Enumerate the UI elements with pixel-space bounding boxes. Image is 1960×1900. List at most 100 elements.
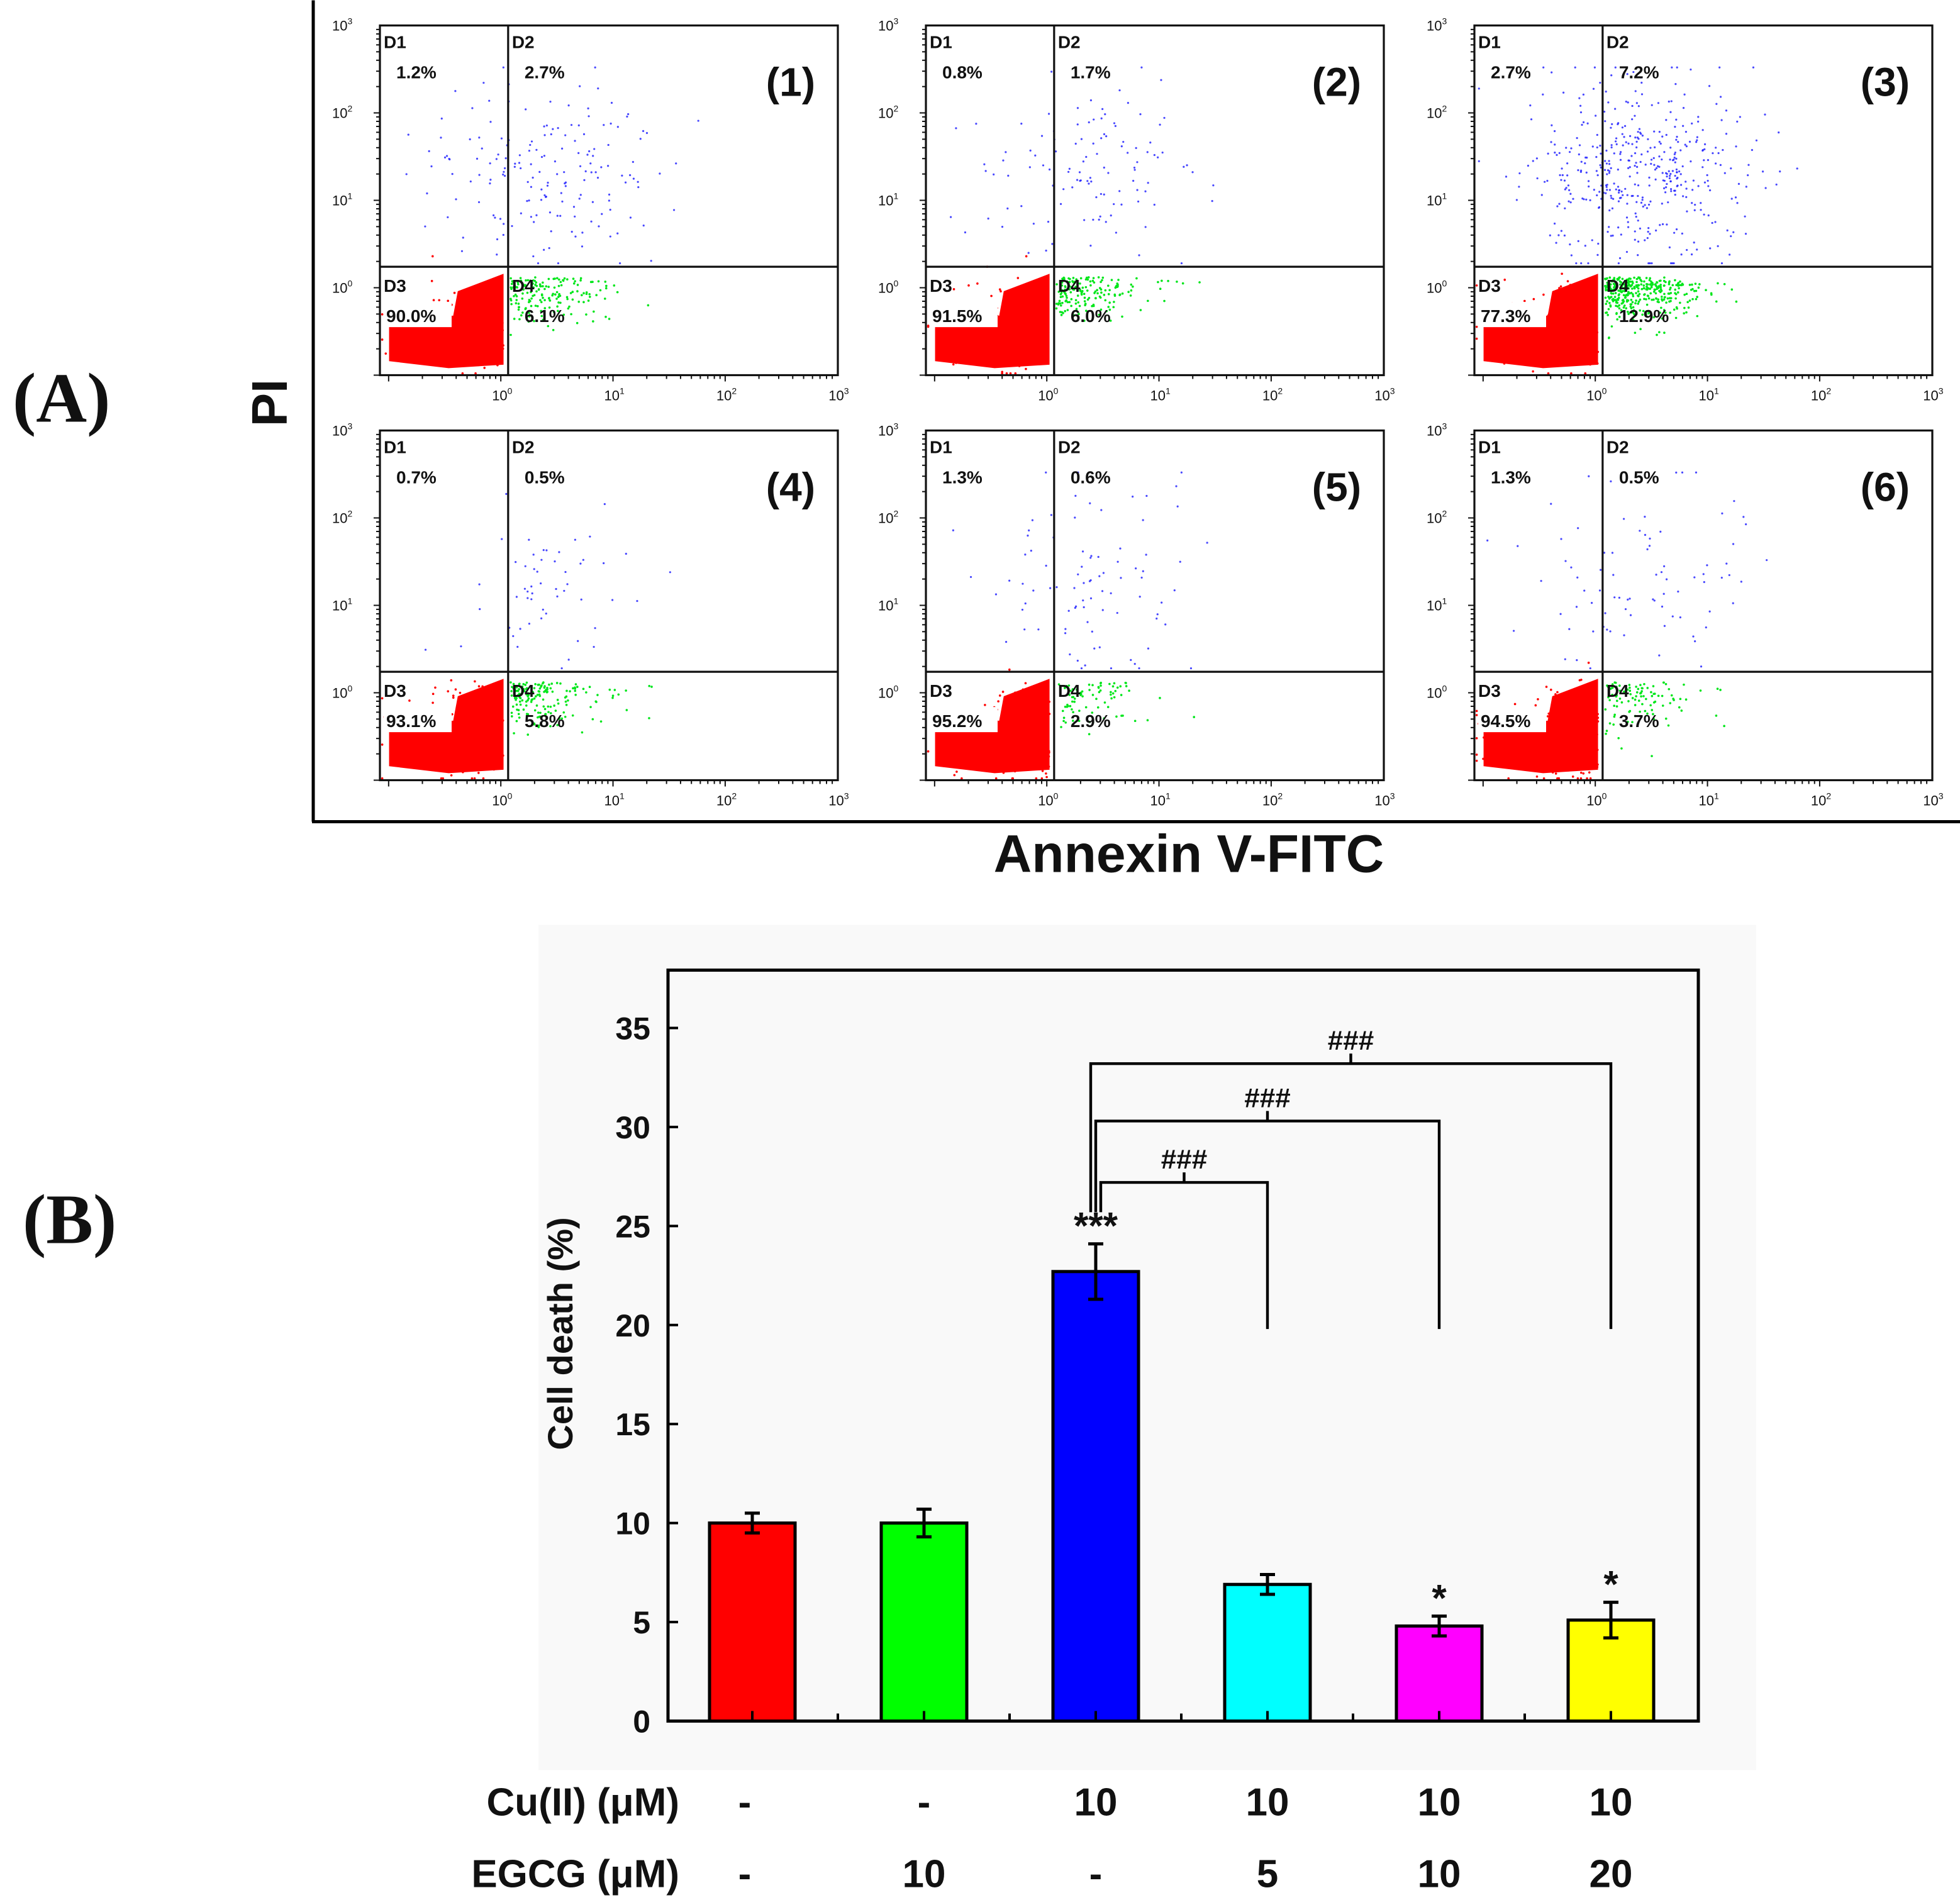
necrotic-cell-dot bbox=[1751, 148, 1753, 152]
apoptotic-cell-dot bbox=[1634, 698, 1637, 701]
live-cell-dot bbox=[1011, 354, 1014, 357]
live-cell-dot bbox=[1550, 329, 1553, 332]
live-cell-dot bbox=[1593, 311, 1596, 314]
necrotic-cell-dot bbox=[546, 184, 549, 187]
live-cell-dot bbox=[484, 360, 486, 363]
tick-exponent: 2 bbox=[732, 791, 737, 801]
necrotic-cell-dot bbox=[1505, 175, 1508, 178]
necrotic-cell-dot bbox=[1629, 175, 1631, 178]
apoptotic-cell-dot bbox=[1640, 287, 1644, 291]
apoptotic-cell-dot bbox=[540, 293, 543, 296]
apoptotic-cell-dot bbox=[1643, 293, 1646, 296]
live-cell-dot bbox=[1576, 310, 1579, 313]
apoptotic-cell-dot bbox=[585, 691, 587, 694]
apoptotic-cell-dot bbox=[1635, 299, 1637, 302]
apoptotic-cell-dot bbox=[591, 718, 594, 721]
live-cell-dot bbox=[1523, 299, 1526, 303]
apoptotic-cell-dot bbox=[1678, 706, 1681, 709]
live-cell-dot bbox=[454, 733, 457, 736]
live-cell-dot bbox=[1574, 746, 1578, 749]
apoptotic-cell-dot bbox=[549, 687, 552, 690]
live-cell-dot bbox=[1525, 339, 1528, 342]
apoptotic-cell-dot bbox=[559, 301, 562, 304]
live-cell-dot bbox=[475, 765, 478, 768]
live-cell-dot bbox=[496, 723, 498, 726]
apoptotic-cell-dot bbox=[594, 700, 598, 703]
necrotic-cell-dot bbox=[424, 648, 427, 651]
apoptotic-cell-dot bbox=[1625, 294, 1628, 296]
live-cell-dot bbox=[474, 294, 477, 297]
apoptotic-cell-dot bbox=[510, 694, 513, 697]
apoptotic-cell-dot bbox=[540, 314, 543, 318]
necrotic-cell-dot bbox=[1700, 209, 1702, 211]
necrotic-cell-dot bbox=[1592, 630, 1595, 633]
live-cell-dot bbox=[1567, 734, 1571, 736]
apoptotic-cell-dot bbox=[1695, 297, 1698, 301]
tick-exponent: 0 bbox=[347, 279, 352, 289]
live-cell-dot bbox=[1013, 319, 1016, 322]
live-cell-dot bbox=[1010, 728, 1013, 731]
flow-panel-6: 100100101101102102103103D11.3%D20.5%D394… bbox=[1427, 421, 1944, 809]
live-cell-dot bbox=[487, 755, 489, 757]
live-cell-dot bbox=[468, 724, 471, 727]
apoptotic-cell-dot bbox=[545, 285, 548, 288]
live-cell-dot bbox=[1005, 304, 1008, 307]
tick-exponent: 0 bbox=[347, 684, 352, 694]
apoptotic-cell-dot bbox=[1613, 704, 1615, 708]
necrotic-cell-dot bbox=[1567, 184, 1570, 187]
apoptotic-cell-dot bbox=[511, 705, 515, 708]
live-cell-dot bbox=[1029, 332, 1032, 335]
live-cell-dot bbox=[1542, 777, 1545, 780]
live-cell-dot bbox=[487, 738, 489, 740]
apoptotic-cell-dot bbox=[570, 313, 572, 316]
live-cell-dot bbox=[996, 767, 999, 769]
live-cell-dot bbox=[1001, 726, 1005, 729]
necrotic-cell-dot bbox=[1673, 153, 1676, 155]
quadrant-percent-d2: 0.6% bbox=[1071, 468, 1111, 487]
live-cell-dot bbox=[381, 697, 384, 700]
live-cell-dot bbox=[486, 294, 489, 297]
live-cell-dot bbox=[1045, 316, 1048, 319]
necrotic-cell-dot bbox=[1775, 183, 1778, 186]
live-cell-dot bbox=[493, 330, 496, 332]
live-cell-dot bbox=[966, 339, 968, 342]
apoptotic-cell-dot bbox=[509, 277, 512, 280]
live-cell-dot bbox=[482, 747, 484, 750]
live-cell-dot bbox=[1034, 701, 1037, 703]
apoptotic-cell-dot bbox=[528, 311, 530, 314]
necrotic-cell-dot bbox=[1161, 151, 1164, 154]
apoptotic-cell-dot bbox=[1061, 277, 1064, 280]
live-cell-dot bbox=[1532, 370, 1534, 373]
live-cell-dot bbox=[1569, 284, 1572, 286]
live-cell-dot bbox=[1565, 754, 1567, 757]
live-cell-dot bbox=[454, 331, 456, 334]
apoptotic-cell-dot bbox=[589, 706, 592, 708]
live-cell-dot bbox=[1568, 326, 1571, 329]
live-cell-dot bbox=[1010, 734, 1013, 737]
necrotic-cell-dot bbox=[1133, 663, 1136, 665]
apoptotic-cell-dot bbox=[1664, 281, 1667, 284]
live-cell-dot bbox=[450, 338, 454, 340]
apoptotic-cell-dot bbox=[1613, 681, 1616, 684]
apoptotic-cell-dot bbox=[1077, 301, 1079, 304]
live-cell-dot bbox=[1578, 284, 1581, 287]
live-cell-dot bbox=[990, 294, 993, 297]
necrotic-cell-dot bbox=[1002, 159, 1005, 162]
necrotic-cell-dot bbox=[1005, 151, 1007, 153]
necrotic-cell-dot bbox=[1629, 597, 1631, 600]
apoptotic-cell-dot bbox=[1628, 711, 1630, 713]
necrotic-cell-dot bbox=[503, 223, 505, 225]
live-cell-dot bbox=[474, 716, 477, 719]
apoptotic-cell-dot bbox=[1608, 286, 1612, 288]
apoptotic-cell-dot bbox=[530, 304, 533, 308]
tick-base: 10 bbox=[828, 388, 844, 404]
necrotic-cell-dot bbox=[1613, 596, 1616, 599]
live-cell-dot bbox=[1576, 326, 1579, 329]
live-cell-dot bbox=[1027, 752, 1030, 755]
y-tick-label: 5 bbox=[633, 1605, 650, 1640]
necrotic-cell-dot bbox=[1682, 107, 1685, 109]
apoptotic-cell-dot bbox=[521, 685, 524, 688]
necrotic-cell-dot bbox=[629, 174, 632, 177]
apoptotic-cell-dot bbox=[1656, 333, 1658, 336]
necrotic-cell-dot bbox=[1604, 612, 1606, 614]
